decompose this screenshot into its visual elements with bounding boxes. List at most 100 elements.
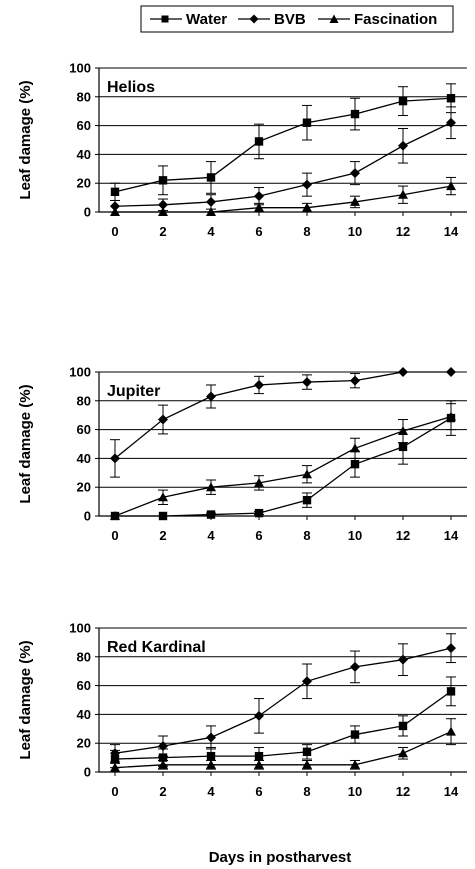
diamond-marker-icon xyxy=(254,191,264,202)
x-tick-label: 2 xyxy=(159,528,166,543)
diamond-marker-icon xyxy=(249,14,259,24)
panel-title: Red Kardinal xyxy=(107,639,206,656)
x-tick-label: 4 xyxy=(207,528,215,543)
legend-item-water: Water xyxy=(150,11,227,28)
diamond-marker-icon xyxy=(302,179,312,190)
series-line xyxy=(114,97,452,193)
triangle-marker-icon xyxy=(158,492,168,502)
diamond-marker-icon xyxy=(446,643,456,654)
x-tick-label: 14 xyxy=(444,784,459,799)
square-marker-icon xyxy=(254,137,264,146)
triangle-marker-icon xyxy=(206,759,216,769)
x-tick-label: 6 xyxy=(255,784,262,799)
square-marker-icon xyxy=(254,751,264,761)
x-axis-title: Days in postharvest xyxy=(209,849,352,866)
x-tick-label: 10 xyxy=(348,784,362,799)
square-marker-icon xyxy=(350,459,360,469)
diamond-marker-icon xyxy=(398,654,408,665)
y-tick-label: 20 xyxy=(77,736,91,751)
diamond-marker-icon xyxy=(302,676,312,687)
triangle-marker-icon xyxy=(254,477,264,487)
y-tick-label: 20 xyxy=(77,480,91,495)
x-tick-label: 2 xyxy=(159,784,166,799)
square-marker-icon xyxy=(398,96,408,106)
square-marker-icon xyxy=(446,94,456,103)
square-marker-icon xyxy=(350,730,360,739)
square-marker-icon xyxy=(350,109,360,119)
panel-title: Helios xyxy=(107,79,155,96)
triangle-marker-icon xyxy=(206,207,216,216)
series-fascination xyxy=(110,176,456,216)
diamond-marker-icon xyxy=(110,453,120,464)
series-fascination xyxy=(110,403,456,520)
y-axis-label: Leaf damage (%) xyxy=(17,80,34,199)
triangle-marker-icon xyxy=(206,482,216,492)
x-tick-label: 6 xyxy=(255,528,262,543)
y-tick-label: 0 xyxy=(84,205,91,220)
triangle-marker-icon xyxy=(446,726,456,736)
y-tick-label: 40 xyxy=(77,451,91,466)
square-marker-icon xyxy=(206,751,216,761)
y-tick-label: 60 xyxy=(77,118,91,133)
x-tick-label: 8 xyxy=(303,784,310,799)
square-marker-icon xyxy=(398,721,408,731)
diamond-marker-icon xyxy=(302,377,312,388)
series-line xyxy=(114,122,452,207)
series-bvb xyxy=(110,367,456,478)
triangle-marker-icon xyxy=(446,181,456,191)
square-marker-icon xyxy=(398,442,408,452)
series-line xyxy=(114,416,452,517)
x-tick-label: 8 xyxy=(303,528,310,543)
y-tick-label: 80 xyxy=(77,649,91,664)
y-axis-label: Leaf damage (%) xyxy=(17,384,34,503)
series-fascination xyxy=(110,718,456,773)
triangle-marker-icon xyxy=(110,511,120,520)
triangle-marker-icon xyxy=(350,196,360,206)
chart-panel-2: 0 20 40 60 80 100 0 2 4 6 8 10 12 14 Leaf damage (%) Ju… xyxy=(17,365,467,543)
triangle-marker-icon xyxy=(398,426,408,436)
x-tick-label: 10 xyxy=(348,528,362,543)
series-line xyxy=(114,371,451,459)
triangle-marker-icon xyxy=(329,14,339,23)
series-line xyxy=(114,690,452,760)
y-tick-label: 60 xyxy=(77,422,91,437)
diamond-marker-icon xyxy=(254,379,264,390)
square-marker-icon xyxy=(206,510,216,519)
series-bvb xyxy=(110,106,456,213)
y-tick-label: 60 xyxy=(77,678,91,693)
y-tick-label: 0 xyxy=(84,509,91,524)
y-tick-label: 80 xyxy=(77,89,91,104)
triangle-marker-icon xyxy=(110,762,120,772)
x-tick-label: 14 xyxy=(444,224,459,239)
y-tick-label: 100 xyxy=(69,61,91,76)
triangle-marker-icon xyxy=(398,189,408,199)
square-marker-icon xyxy=(158,753,168,762)
triangle-marker-icon xyxy=(158,207,168,216)
x-tick-label: 14 xyxy=(444,528,459,543)
square-marker-icon xyxy=(302,495,312,505)
x-tick-label: 4 xyxy=(207,784,215,799)
diamond-marker-icon xyxy=(158,199,168,210)
x-tick-label: 12 xyxy=(396,528,410,543)
diamond-marker-icon xyxy=(110,748,120,759)
legend: Water BVB Fascination xyxy=(140,5,454,33)
series-line xyxy=(115,185,452,213)
triangle-marker-icon xyxy=(350,759,360,769)
y-tick-label: 80 xyxy=(77,393,91,408)
triangle-marker-icon xyxy=(254,759,264,769)
square-marker-icon xyxy=(302,118,312,127)
triangle-marker-icon xyxy=(302,759,312,769)
legend-item-fascination: Fascination xyxy=(318,11,437,28)
diamond-marker-icon xyxy=(158,741,168,752)
triangle-marker-icon xyxy=(398,748,408,758)
diamond-marker-icon xyxy=(398,367,408,377)
diamond-marker-icon xyxy=(206,732,216,743)
diamond-marker-icon xyxy=(446,117,456,128)
y-axis-label: Leaf damage (%) xyxy=(17,640,34,759)
x-tick-label: 2 xyxy=(159,224,166,239)
x-tick-label: 10 xyxy=(348,224,362,239)
diamond-marker-icon xyxy=(206,196,216,207)
square-marker-icon xyxy=(254,508,264,518)
diamond-marker-icon xyxy=(350,168,360,179)
